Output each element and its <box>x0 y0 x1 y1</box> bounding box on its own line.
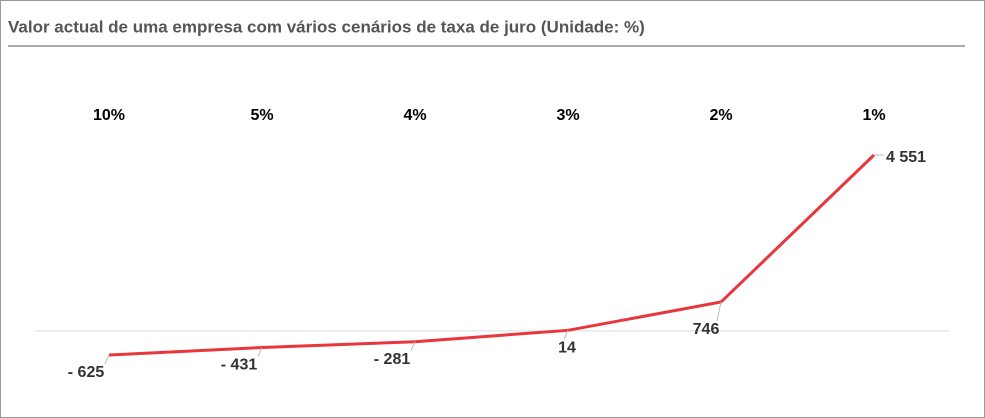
value-label: - 281 <box>374 351 411 368</box>
value-label: 14 <box>558 340 576 357</box>
x-tick-label: 2% <box>709 107 732 124</box>
leader-line <box>257 347 263 357</box>
x-tick-label: 1% <box>862 107 885 124</box>
x-tick-label: 5% <box>250 107 273 124</box>
value-label: 746 <box>693 321 720 338</box>
value-label: 4 551 <box>886 149 926 166</box>
x-tick-label: 4% <box>403 107 426 124</box>
x-tick-label: 10% <box>93 107 125 124</box>
line <box>108 153 876 357</box>
leader-line <box>410 341 416 351</box>
value-label: - 431 <box>221 357 258 374</box>
value-label: - 625 <box>68 364 105 381</box>
leader-line <box>716 301 722 322</box>
x-tick-label: 3% <box>556 107 579 124</box>
leader-line <box>104 354 110 365</box>
chart-title: Valor actual de uma empresa com vários c… <box>8 17 645 36</box>
leader-line <box>563 330 569 340</box>
